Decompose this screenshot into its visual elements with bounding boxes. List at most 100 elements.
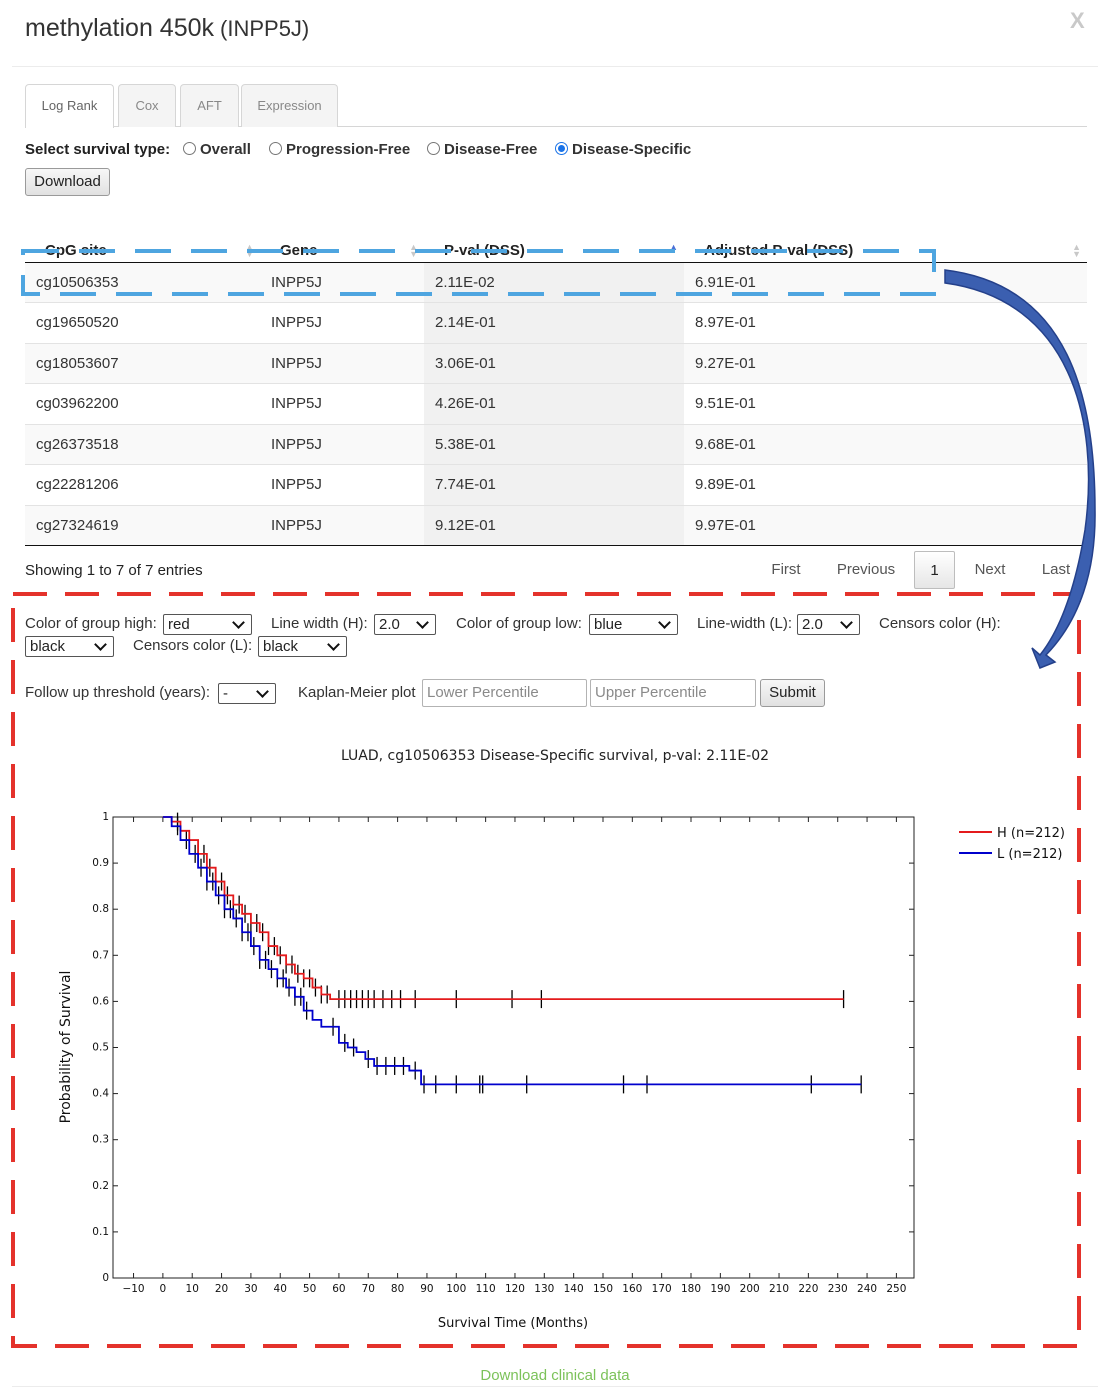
cell-gene: INPP5J bbox=[260, 464, 424, 505]
km-plot-label: Kaplan-Meier plot bbox=[298, 684, 416, 701]
color-low-select[interactable]: blue bbox=[589, 614, 678, 635]
radio-disease-free[interactable]: Disease-Free bbox=[427, 141, 537, 158]
censor-h-label: Censors color (H): bbox=[879, 615, 1001, 632]
radio-disease-specific-label: Disease-Specific bbox=[572, 141, 692, 158]
tab-expression[interactable]: Expression bbox=[241, 84, 338, 127]
pagination-previous[interactable]: Previous bbox=[836, 561, 896, 578]
y-tick-label: 0.1 bbox=[92, 1226, 109, 1238]
close-icon[interactable]: X bbox=[1070, 8, 1085, 33]
censor-h-value: black bbox=[30, 638, 66, 655]
tab-log-rank[interactable]: Log Rank bbox=[25, 84, 114, 128]
sort-asc-icon: ▲ bbox=[669, 241, 678, 252]
cell-gene: INPP5J bbox=[260, 342, 424, 384]
radio-overall[interactable]: Overall bbox=[183, 141, 251, 158]
table-row[interactable]: cg27324619 INPP5J 9.12E-01 9.97E-01 bbox=[25, 504, 1087, 546]
submit-button[interactable]: Submit bbox=[760, 679, 825, 707]
radio-button[interactable] bbox=[183, 142, 196, 155]
lower-percentile-input[interactable]: Lower Percentile bbox=[422, 679, 587, 707]
cell-adj-pval: 9.27E-01 bbox=[684, 342, 1087, 384]
radio-disease-free-label: Disease-Free bbox=[444, 141, 538, 158]
pagination-last[interactable]: Last bbox=[1041, 561, 1071, 578]
radio-button-selected[interactable] bbox=[555, 142, 568, 155]
cell-pval: 5.38E-01 bbox=[424, 423, 684, 465]
x-tick-label: 220 bbox=[798, 1283, 818, 1295]
x-tick-label: 20 bbox=[215, 1283, 228, 1295]
radio-overall-label: Overall bbox=[200, 141, 251, 158]
x-tick-label: 190 bbox=[710, 1283, 730, 1295]
color-high-select[interactable]: red bbox=[163, 614, 252, 635]
line-width-h-select[interactable]: 2.0 bbox=[374, 614, 436, 635]
arrow-connector-icon bbox=[944, 269, 1096, 669]
radio-button[interactable] bbox=[427, 142, 440, 155]
color-high-value: red bbox=[168, 616, 190, 633]
modal-title: methylation 450k (INPP5J) bbox=[25, 14, 309, 43]
table-row[interactable]: cg18053607 INPP5J 3.06E-01 9.27E-01 bbox=[25, 342, 1087, 384]
sort-icon: ▲ ▼ bbox=[1072, 241, 1081, 259]
cell-adj-pval: 9.89E-01 bbox=[684, 464, 1087, 505]
censor-h-select[interactable]: black bbox=[25, 636, 114, 657]
x-tick-label: 60 bbox=[332, 1283, 345, 1295]
x-tick-label: 80 bbox=[391, 1283, 404, 1295]
x-tick-label: 230 bbox=[828, 1283, 848, 1295]
x-tick-label: 180 bbox=[681, 1283, 701, 1295]
radio-progression-free-label: Progression-Free bbox=[286, 141, 411, 158]
x-tick-label: 140 bbox=[564, 1283, 584, 1295]
survival-curve-high bbox=[162, 816, 844, 1000]
x-tick-label: 210 bbox=[769, 1283, 789, 1295]
table-row[interactable]: cg26373518 INPP5J 5.38E-01 9.68E-01 bbox=[25, 423, 1087, 465]
pagination-next[interactable]: Next bbox=[974, 561, 1006, 578]
highlight-row-box bbox=[21, 249, 936, 296]
chart-legend: H (n=212) L (n=212) bbox=[959, 826, 1065, 862]
cell-adj-pval: 9.51E-01 bbox=[684, 383, 1087, 424]
upper-percentile-input[interactable]: Upper Percentile bbox=[590, 679, 756, 707]
color-low-value: blue bbox=[594, 616, 623, 633]
followup-select[interactable]: - bbox=[218, 683, 276, 704]
censor-l-label: Censors color (L): bbox=[133, 637, 253, 654]
x-tick-label: 130 bbox=[534, 1283, 554, 1295]
pagination-page-1[interactable]: 1 bbox=[914, 551, 955, 589]
x-tick-label: 250 bbox=[886, 1283, 906, 1295]
legend-label: H (n=212) bbox=[997, 826, 1065, 841]
x-tick-label: 240 bbox=[857, 1283, 877, 1295]
tab-cox[interactable]: Cox bbox=[118, 84, 176, 127]
footer-divider bbox=[12, 1386, 1098, 1387]
plot-frame bbox=[112, 816, 915, 1279]
pagination-first[interactable]: First bbox=[771, 561, 801, 578]
tab-aft[interactable]: AFT bbox=[180, 84, 239, 127]
censor-marks bbox=[176, 812, 862, 1094]
cell-adj-pval: 9.97E-01 bbox=[684, 504, 1087, 546]
col-header-cpg-site[interactable]: CpG site ▲ ▼ bbox=[25, 222, 260, 263]
download-clinical-link[interactable]: Download clinical data bbox=[480, 1367, 630, 1384]
y-tick-label: 1 bbox=[102, 811, 109, 823]
table-row[interactable]: cg03962200 INPP5J 4.26E-01 9.51E-01 bbox=[25, 383, 1087, 424]
followup-label: Follow up threshold (years): bbox=[25, 684, 211, 701]
radio-disease-specific[interactable]: Disease-Specific bbox=[555, 141, 691, 158]
cell-gene: INPP5J bbox=[260, 383, 424, 424]
cell-cpg: cg27324619 bbox=[25, 504, 260, 546]
table-header-row: CpG site ▲ ▼ Gene ▲ ▼ P-val (DSS) ▲ Adjusted … bbox=[25, 222, 1087, 263]
y-tick-label: 0.2 bbox=[92, 1180, 109, 1192]
x-tick-label: 160 bbox=[622, 1283, 642, 1295]
col-header-gene[interactable]: Gene ▲ ▼ bbox=[260, 222, 424, 263]
survival-type-label: Select survival type: bbox=[25, 141, 171, 158]
table-row[interactable]: cg22281206 INPP5J 7.74E-01 9.89E-01 bbox=[25, 464, 1087, 505]
x-tick-label: 0 bbox=[160, 1283, 167, 1295]
radio-button[interactable] bbox=[269, 142, 282, 155]
followup-value: - bbox=[223, 685, 228, 702]
color-high-label: Color of group high: bbox=[25, 615, 157, 632]
y-tick-label: 0.6 bbox=[92, 995, 109, 1007]
table-row[interactable]: cg19650520 INPP5J 2.14E-01 8.97E-01 bbox=[25, 302, 1087, 343]
y-axis-label: Probability of Survival bbox=[58, 971, 74, 1124]
radio-progression-free[interactable]: Progression-Free bbox=[269, 141, 410, 158]
cell-cpg: cg26373518 bbox=[25, 423, 260, 465]
download-button[interactable]: Download bbox=[25, 168, 110, 196]
censor-l-select[interactable]: black bbox=[258, 636, 347, 657]
x-tick-label: 100 bbox=[446, 1283, 466, 1295]
x-tick-label: 170 bbox=[652, 1283, 672, 1295]
cell-pval: 3.06E-01 bbox=[424, 342, 684, 384]
cell-pval: 7.74E-01 bbox=[424, 464, 684, 505]
y-tick-label: 0.7 bbox=[92, 949, 109, 961]
line-width-l-select[interactable]: 2.0 bbox=[797, 614, 860, 635]
censor-l-value: black bbox=[263, 638, 299, 655]
x-tick-label: −10 bbox=[122, 1283, 144, 1295]
